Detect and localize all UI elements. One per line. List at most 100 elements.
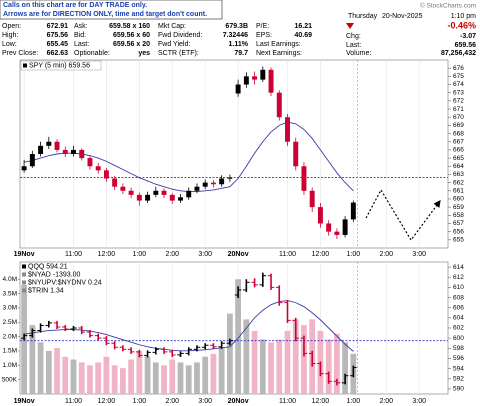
volume-bar	[301, 325, 307, 394]
day: Thursday	[348, 13, 378, 20]
x-tick-label: 12:00	[98, 398, 116, 405]
candle-body	[235, 84, 241, 94]
x-tick-label: 3:00	[198, 251, 212, 258]
candle-body	[21, 166, 27, 171]
quote-label: Last Earnings:	[256, 41, 301, 48]
volume-bar	[87, 365, 93, 394]
y-tick-label: 592	[453, 375, 464, 382]
quote-label: Fwd Yield:	[158, 41, 190, 48]
volume-bar	[292, 319, 299, 394]
y-tick-label: 602	[453, 325, 464, 332]
y-tick-label: 668	[453, 130, 464, 137]
volume-bar	[259, 339, 266, 394]
quote-value: 79.7	[234, 50, 248, 57]
volume-bar	[268, 342, 274, 394]
x-tick-label: 19Nov	[14, 398, 35, 405]
y-tick-label: 662	[453, 179, 464, 186]
x-tick-label: 12:00	[312, 398, 330, 405]
note-box	[0, 0, 223, 20]
y-tick-label: 658	[453, 212, 464, 219]
y-tick-label: 660	[453, 196, 464, 203]
y-tick-label: 673	[453, 89, 464, 96]
down-triangle	[346, 23, 354, 29]
quote-label: Prev Close:	[2, 50, 38, 57]
x-tick-label: 1:00	[133, 398, 147, 405]
volume-bar	[218, 348, 225, 394]
volume-bar	[276, 339, 283, 394]
quote-label: Next Earnings:	[256, 50, 302, 57]
last-value: 659.56	[455, 42, 477, 49]
candle-body	[268, 69, 274, 93]
candle-body	[326, 223, 332, 232]
volume-bar	[144, 356, 151, 394]
y2-tick-label: 4.0M	[3, 276, 17, 283]
legend-swatch	[22, 280, 26, 285]
quote-value: yes	[138, 50, 150, 57]
candle-body	[301, 166, 307, 191]
x-tick-label: 11:00	[279, 398, 296, 405]
y-tick-label: 612	[453, 274, 464, 281]
note-line: Arrows are for DIRECTION ONLY, time and …	[3, 11, 207, 18]
time: 1:10 pm	[451, 13, 476, 20]
y-tick-label: 606	[453, 304, 464, 311]
y-tick-label: 655	[453, 237, 464, 244]
volume-bar	[78, 362, 85, 394]
volume-bar	[62, 356, 69, 394]
quote-value: 659.56 x 60	[113, 32, 150, 39]
x-tick-label: 20Nov	[228, 251, 249, 258]
candle-body	[317, 207, 323, 224]
candle-body	[95, 166, 101, 171]
candle-body	[128, 190, 134, 195]
y-tick-label: 590	[453, 386, 464, 393]
y-tick-label: 676	[453, 65, 464, 72]
legend-label: SPY (5 min) 659.56	[29, 62, 90, 69]
candle-body	[54, 141, 60, 150]
panel: 19Nov 11:00 12:00 1:00 2:00 3:00 20Nov 11:00 12:…	[2, 261, 464, 405]
y2-tick-label: 1.0M	[3, 362, 17, 369]
x-tick-label: 11:00	[279, 251, 296, 258]
candle-body	[87, 158, 93, 167]
candle-body	[153, 190, 159, 195]
y-tick-label: 596	[453, 355, 464, 362]
x-tick-label: 2:00	[165, 251, 179, 258]
y-tick-label: 671	[453, 106, 464, 113]
legend-swatch	[22, 264, 26, 269]
change-pct: -0.46%	[447, 20, 476, 30]
candle-body	[29, 154, 35, 167]
candle-body	[161, 190, 167, 195]
candle-body	[112, 178, 118, 187]
quote-label: High:	[2, 32, 18, 39]
quote-label: Ask:	[74, 23, 88, 30]
volume-bar	[325, 339, 332, 394]
y-tick-label: 614	[453, 264, 464, 271]
quote-value: 659.56 x 20	[113, 41, 150, 48]
volume-bar	[334, 333, 340, 394]
candle-body	[62, 149, 68, 154]
y-tick-label: 600	[453, 335, 464, 342]
volume-bar	[210, 353, 217, 394]
x-tick-label: 1:00	[347, 251, 361, 258]
chg-label: Chg:	[346, 33, 361, 40]
volume-bar	[342, 342, 348, 394]
quote-value: 672.91	[47, 23, 69, 30]
y2-tick-label: 3.5M	[3, 290, 17, 297]
x-tick-label: 12:00	[312, 251, 330, 258]
candle-body	[46, 141, 52, 146]
candle-body	[243, 76, 249, 85]
candle-body	[169, 194, 175, 201]
x-tick-label: 11:00	[65, 398, 82, 405]
y-tick-label: 657	[453, 220, 464, 227]
quote-label: Fwd Dividend:	[158, 32, 202, 39]
candle-body	[79, 149, 85, 159]
y-tick-label: 608	[453, 294, 464, 301]
quote-value: 679.3B	[225, 23, 248, 30]
quote-value: 655.45	[47, 41, 69, 48]
volume-bar	[128, 359, 134, 394]
quote-label: Last:	[74, 41, 89, 48]
x-tick-label: 3:00	[198, 398, 212, 405]
plots: 19Nov 11:00 12:00 1:00 2:00 3:00 20Nov 11:00 12:…	[2, 59, 464, 405]
y-tick-label: 664	[453, 163, 464, 170]
volume-bar	[177, 362, 184, 394]
x-tick-label: 1:00	[133, 251, 147, 258]
quote-value: 675.56	[47, 32, 69, 39]
